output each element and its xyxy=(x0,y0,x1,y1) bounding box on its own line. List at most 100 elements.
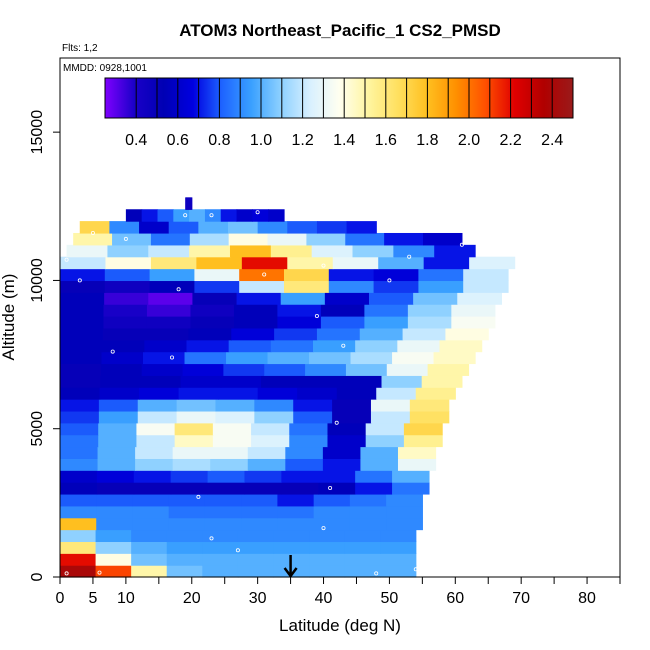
heatmap-cell xyxy=(287,221,318,234)
heatmap-cell xyxy=(131,529,168,543)
heatmap-cell xyxy=(210,458,249,471)
heatmap-cell xyxy=(421,375,463,388)
y-tick-label: 15000 xyxy=(29,110,46,155)
heatmap-cell xyxy=(132,517,170,531)
heatmap-cell xyxy=(355,482,393,495)
heatmap-cell xyxy=(239,268,285,282)
heatmap-cell xyxy=(60,268,106,282)
heatmap-cell xyxy=(60,505,97,519)
colorbar-ticks: 0.4 0.6 0.8 1.0 1.2 1.4 1.6 1.8 2.0 2.2 2.4 xyxy=(125,78,563,149)
heatmap-cell xyxy=(204,493,242,507)
heatmap-cell xyxy=(403,422,443,436)
heatmap-cell xyxy=(173,209,190,222)
heatmap-cell xyxy=(233,304,279,317)
heatmap-cell xyxy=(220,209,238,222)
colorbar-tick-label: 2.2 xyxy=(499,132,521,149)
heatmap-cell xyxy=(236,209,253,222)
heatmap-cell xyxy=(313,493,351,507)
heatmap-cell xyxy=(316,327,361,341)
sample-point xyxy=(479,248,484,253)
heatmap-cell xyxy=(355,339,398,353)
heatmap-cell xyxy=(364,304,409,317)
heatmap-cell xyxy=(244,482,282,495)
heatmap-cell xyxy=(60,304,105,317)
heatmap-cell xyxy=(418,268,464,282)
heatmap-cell xyxy=(309,541,346,554)
heatmap-cell xyxy=(98,410,139,424)
heatmap-cell xyxy=(267,351,310,365)
heatmap-cell xyxy=(380,565,417,578)
heatmap-cell xyxy=(212,422,252,436)
y-axis: 0 5000 10000 15000 xyxy=(29,58,61,581)
heatmap-cell xyxy=(60,399,100,412)
heatmap-cell xyxy=(60,410,100,424)
heatmap-cell xyxy=(149,280,195,293)
heatmap-cell xyxy=(344,529,381,543)
heatmap-cell xyxy=(316,221,348,234)
heatmap-cell xyxy=(150,256,197,270)
heatmap-cell xyxy=(285,446,324,459)
heatmap-cell xyxy=(277,493,315,507)
heatmap-cell xyxy=(355,470,393,483)
heatmap-cell xyxy=(336,387,377,400)
heatmap-cell xyxy=(97,458,136,471)
heatmap-cell xyxy=(191,197,193,210)
heatmap-cell xyxy=(132,505,170,519)
heatmap-cell xyxy=(328,280,375,293)
heatmap-cell xyxy=(380,541,417,554)
heatmap-cell xyxy=(60,292,105,305)
heatmap-cell xyxy=(409,410,450,424)
heatmap-cell xyxy=(190,316,235,329)
heatmap-cell xyxy=(104,268,151,282)
heatmap-cell xyxy=(172,446,211,459)
colorbar-tick-label: 1.4 xyxy=(333,132,355,149)
heatmap-cell xyxy=(135,458,174,471)
heatmap-cell xyxy=(392,351,435,365)
heatmap-cell xyxy=(192,292,238,305)
heatmap-cell xyxy=(332,399,372,412)
heatmap-cell xyxy=(409,399,450,412)
heatmap-cell xyxy=(97,446,136,459)
latitude-marker-arrow xyxy=(283,555,298,579)
heatmap-cell xyxy=(293,399,333,412)
colorbar-tick-label: 1.2 xyxy=(291,132,313,149)
heatmap-cell xyxy=(105,256,152,270)
sample-point xyxy=(255,210,260,215)
heatmap-cell xyxy=(346,221,377,234)
heatmap-cell xyxy=(463,268,509,282)
heatmap-cell xyxy=(237,553,275,566)
heatmap-cell xyxy=(187,197,190,210)
heatmap-cell xyxy=(166,541,203,554)
heatmap-cell xyxy=(241,505,279,519)
heatmap-cell xyxy=(349,505,387,519)
colorbar-tick-label: 0.6 xyxy=(167,132,189,149)
sample-point xyxy=(407,254,412,259)
heatmap-cell xyxy=(79,221,111,234)
flights-note: Flts: 1,2 xyxy=(62,43,98,54)
heatmap-cell xyxy=(168,493,206,507)
heatmap-cell xyxy=(60,351,103,365)
heatmap-cell xyxy=(141,209,159,222)
heatmap-cell xyxy=(109,221,140,234)
heatmap-cell xyxy=(287,256,334,270)
heatmap-cell xyxy=(267,232,307,246)
heatmap-cell xyxy=(148,244,190,258)
heatmap-cell xyxy=(178,387,219,400)
heatmap-cell xyxy=(349,517,387,531)
heatmap-cell xyxy=(469,256,516,270)
heatmap-cell xyxy=(189,244,231,258)
heatmap-cell xyxy=(176,410,217,424)
sample-point xyxy=(387,278,392,283)
heatmap-cell xyxy=(218,387,259,400)
heatmap-cell xyxy=(157,209,174,222)
heatmap-cell xyxy=(189,197,192,210)
heatmap-cell xyxy=(60,565,97,578)
heatmap-cell xyxy=(125,209,143,222)
heatmap-cell xyxy=(60,529,97,543)
heatmap-cell xyxy=(403,434,443,448)
heatmap-cell xyxy=(103,304,148,317)
heatmap-cell xyxy=(322,458,362,471)
heatmap-cell xyxy=(143,351,186,365)
marker-head xyxy=(283,567,298,579)
